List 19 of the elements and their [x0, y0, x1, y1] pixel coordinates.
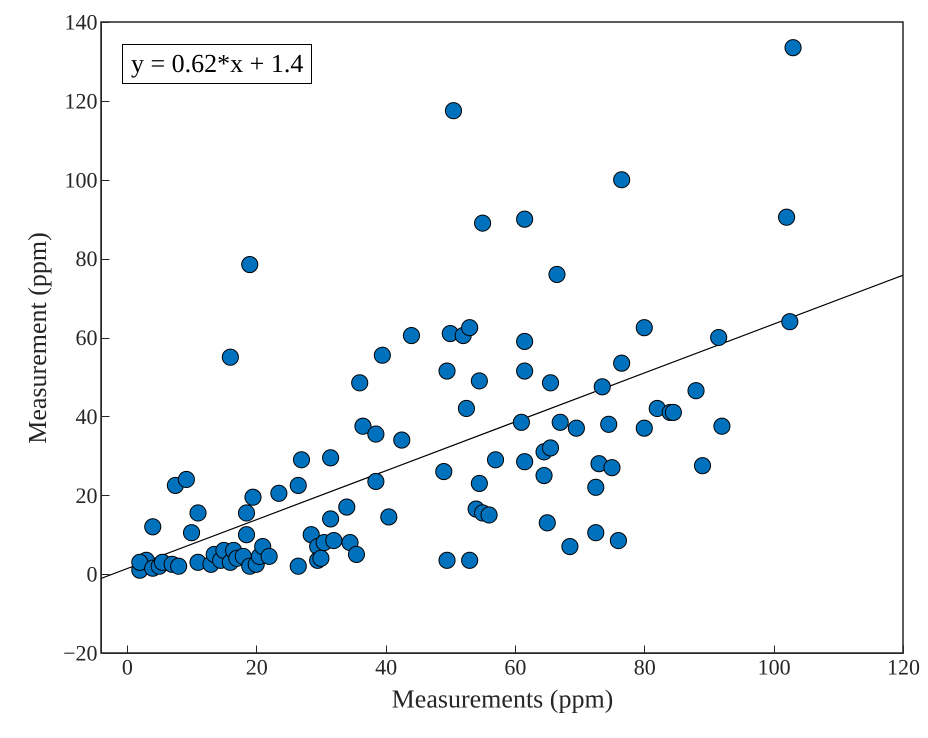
x-tick-label: 20	[246, 654, 268, 680]
y-axis-title: Measurement (ppm)	[23, 232, 52, 444]
x-tick-label: 120	[887, 654, 920, 680]
y-tick-label: 120	[64, 88, 98, 114]
y-tick-label: 0	[86, 562, 98, 587]
y-tick-label: −20	[63, 640, 98, 666]
annotation: y = 0.62*x + 1.4	[122, 44, 312, 84]
y-tick-label: 40	[76, 404, 98, 429]
x-tick-label: 80	[634, 654, 656, 680]
x-tick-label: 0	[122, 654, 133, 680]
y-tick-label: 60	[76, 325, 98, 350]
x-tick-label: 60	[504, 654, 526, 680]
x-axis-title: Measurements (ppm)	[392, 684, 614, 714]
x-tick-label: 100	[758, 654, 791, 680]
y-tick-label: 20	[76, 482, 98, 508]
y-tick-label: 100	[64, 167, 98, 192]
x-tick-label: 40	[375, 654, 398, 680]
y-tick-label: 80	[76, 246, 98, 272]
y-tick-label: 140	[64, 10, 98, 34]
